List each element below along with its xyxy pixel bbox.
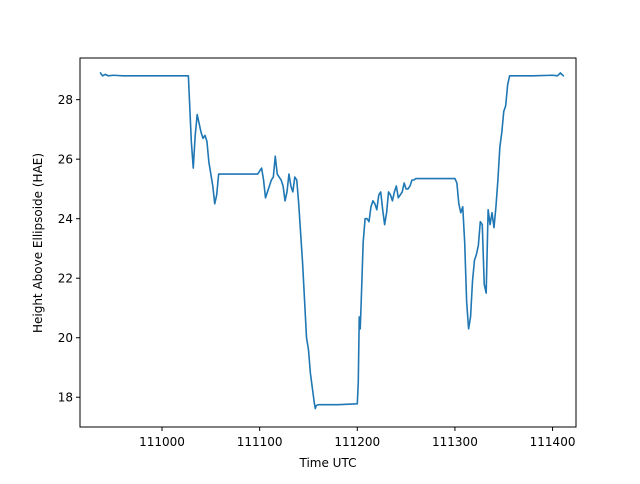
x-axis-label: Time UTC xyxy=(299,456,357,470)
y-tick-label-20: 20 xyxy=(58,331,73,345)
y-tick-label-18: 18 xyxy=(58,391,73,405)
axes-frame xyxy=(79,57,577,428)
x-tick-label-111300: 111300 xyxy=(432,435,478,449)
y-tick-label-28: 28 xyxy=(58,93,73,107)
x-tick-label-111000: 111000 xyxy=(139,435,185,449)
x-axis-ticks: 111000 111100 111200 111300 111400 xyxy=(139,427,575,449)
y-axis-ticks: 18 20 22 24 26 28 xyxy=(58,93,80,405)
y-tick-label-22: 22 xyxy=(58,272,73,286)
y-tick-label-24: 24 xyxy=(58,212,73,226)
x-tick-label-111100: 111100 xyxy=(237,435,283,449)
x-tick-label-111200: 111200 xyxy=(334,435,380,449)
series-line-1 xyxy=(99,72,565,410)
y-axis-label: Height Above Ellipsoide (HAE) xyxy=(31,153,45,333)
y-tick-label-26: 26 xyxy=(58,153,73,167)
plot-area xyxy=(79,57,577,428)
x-tick-label-111400: 111400 xyxy=(530,435,576,449)
